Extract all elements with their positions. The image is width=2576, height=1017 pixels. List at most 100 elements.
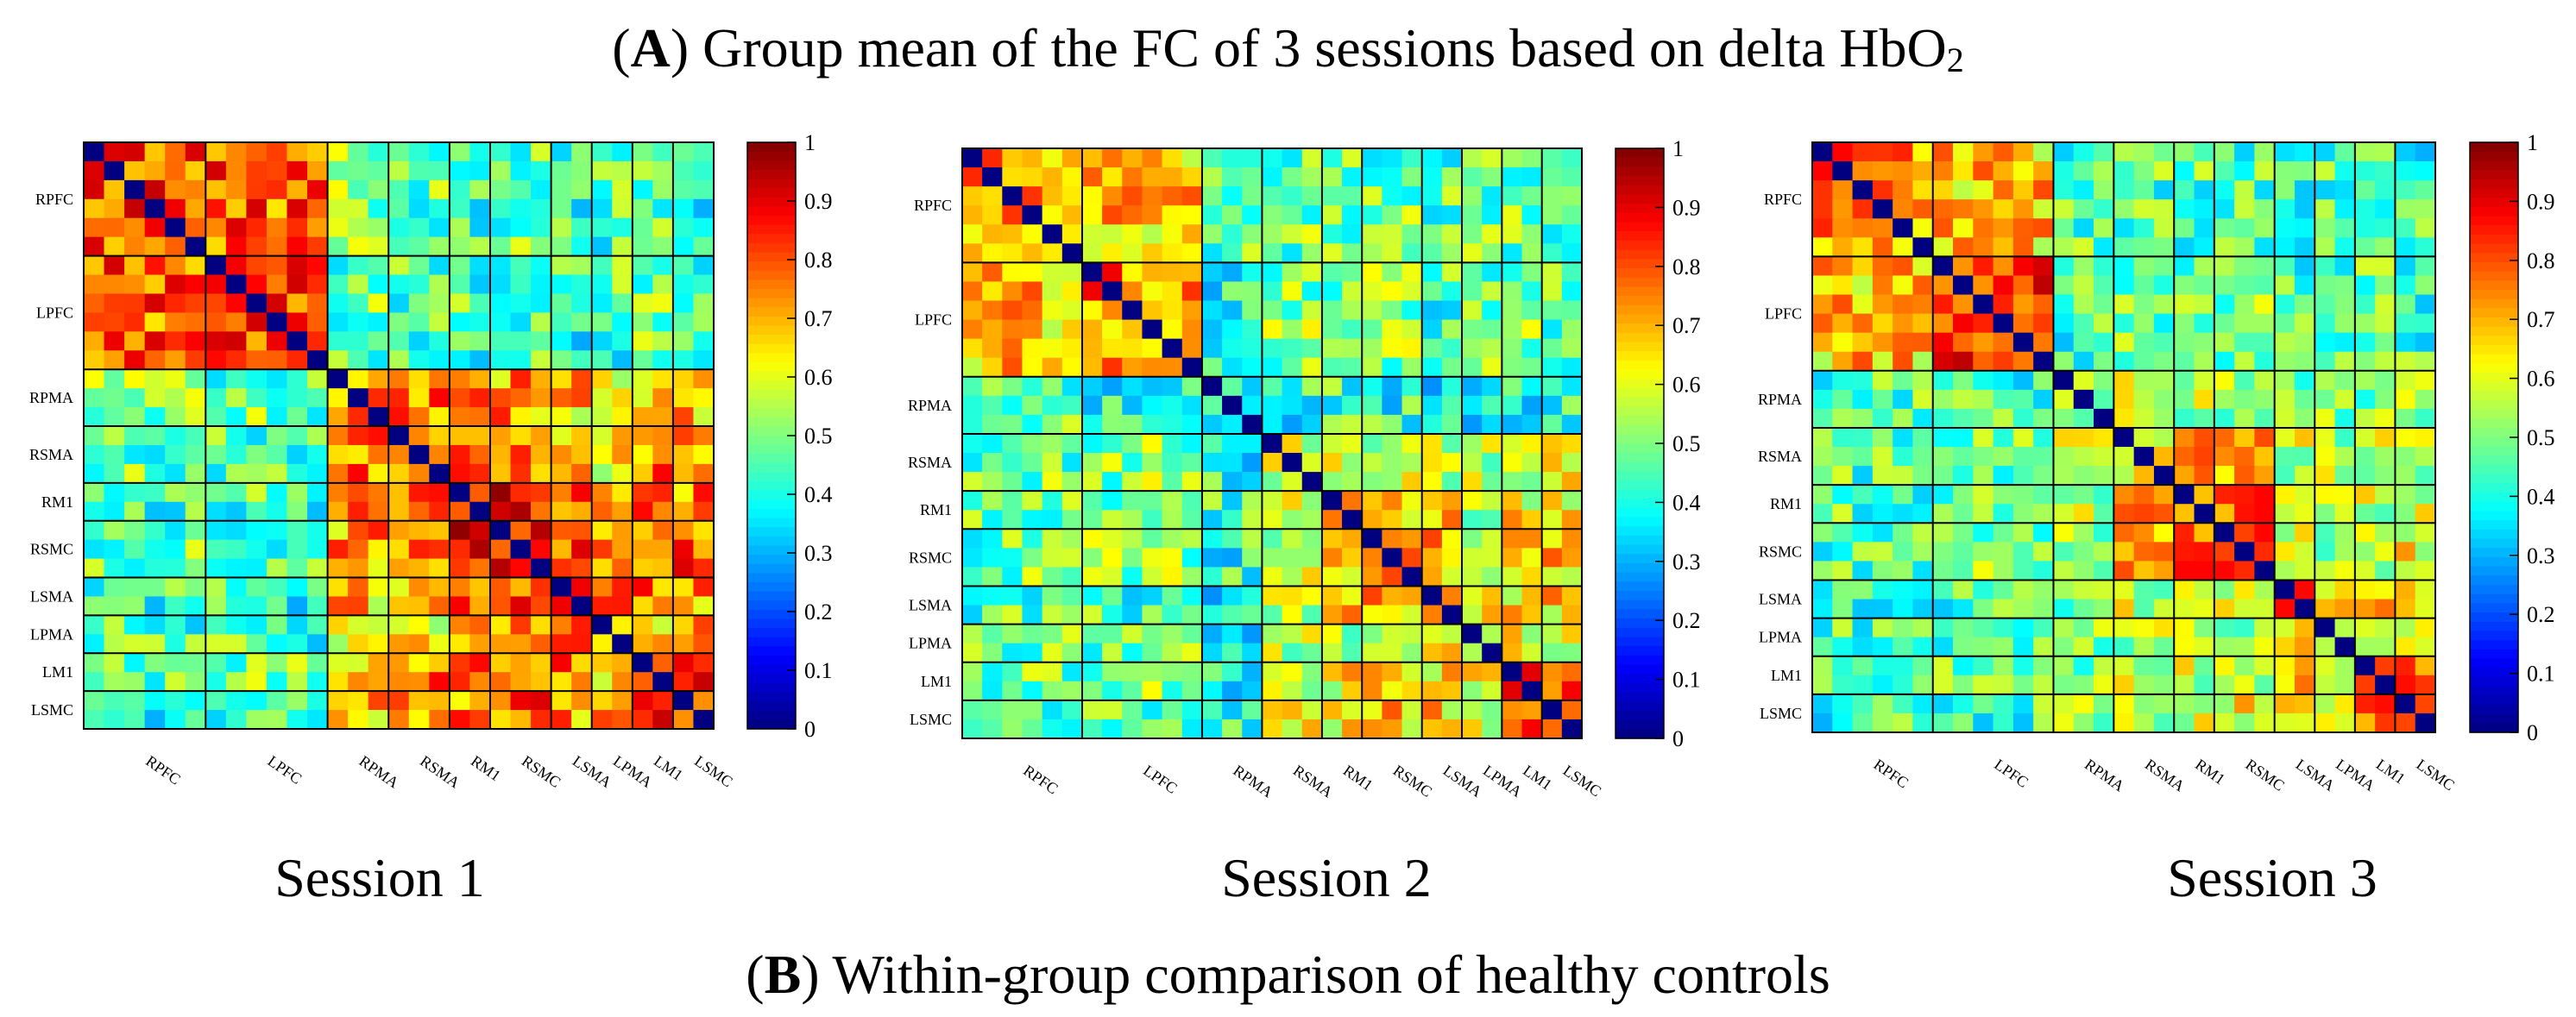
heatmap-cell	[2094, 618, 2114, 638]
heatmap-cell	[1122, 453, 1143, 473]
colorbar-segment	[2470, 280, 2518, 291]
heatmap-cell	[1812, 466, 1833, 486]
heatmap-cell	[327, 558, 349, 579]
heatmap-cell	[1832, 313, 1854, 334]
heatmap-cell	[672, 236, 695, 257]
heatmap-cell	[388, 672, 410, 692]
heatmap-cell	[2395, 713, 2416, 733]
heatmap-cell	[1242, 357, 1263, 378]
heatmap-cell	[632, 236, 653, 257]
heatmap-cell	[2415, 370, 2436, 391]
heatmap-cell	[672, 482, 695, 503]
heatmap-cell	[449, 501, 471, 522]
heatmap-cell	[1482, 148, 1502, 168]
colorbar-segment	[1616, 471, 1664, 481]
heatmap-cell	[612, 388, 633, 408]
heatmap-cell	[1482, 567, 1502, 587]
heatmap-cell	[591, 482, 613, 503]
heatmap-cell	[2094, 199, 2114, 219]
heatmap-cell	[1301, 224, 1323, 244]
heatmap-cell	[1201, 395, 1223, 416]
heatmap-cell	[1362, 643, 1382, 663]
heatmap-cell	[185, 293, 206, 314]
heatmap-cell	[571, 539, 593, 560]
heatmap-cell	[1521, 433, 1543, 454]
heatmap-cell	[307, 634, 329, 654]
heatmap-cell	[1832, 618, 1854, 638]
heatmap-cell	[2012, 199, 2034, 219]
heatmap-cell	[2033, 675, 2055, 695]
heatmap-cell	[1441, 338, 1463, 359]
col-label-lpfc: LPFC	[1991, 756, 2031, 791]
col-label-rsmc: RSMC	[519, 752, 564, 791]
heatmap-cell	[185, 463, 206, 484]
heatmap-cell	[1102, 414, 1123, 435]
heatmap-cell	[1993, 637, 2014, 657]
heatmap-cell	[1893, 408, 1914, 429]
heatmap-cell	[1912, 275, 1934, 296]
heatmap-cell	[2012, 180, 2034, 200]
heatmap-cell	[1973, 218, 1994, 238]
heatmap-cell	[1362, 186, 1382, 206]
heatmap-cell	[672, 407, 695, 427]
heatmap-cell	[1222, 662, 1243, 682]
heatmap-cell	[408, 426, 430, 446]
heatmap-cell	[1382, 281, 1403, 302]
heatmap-cell	[388, 388, 410, 408]
heatmap-cell	[1932, 199, 1954, 219]
heatmap-cell	[327, 501, 349, 522]
heatmap-cell	[1872, 599, 1893, 619]
heatmap-cell	[612, 331, 633, 351]
heatmap-cell	[307, 331, 329, 351]
heatmap-cell	[1953, 351, 1974, 372]
heatmap-cell	[672, 331, 695, 351]
heatmap-cell	[1162, 300, 1183, 321]
heatmap-cell	[1973, 637, 1994, 657]
heatmap-cell	[551, 634, 572, 654]
heatmap-cell	[489, 312, 512, 332]
heatmap-cell	[1852, 180, 1874, 200]
heatmap-cell	[1262, 414, 1283, 435]
heatmap-cell	[1022, 376, 1043, 397]
col-label-rpfc: RPFC	[1871, 756, 1912, 792]
heatmap-cell	[124, 255, 146, 276]
colorbar-segment	[1616, 267, 1664, 279]
heatmap-cell	[1893, 389, 1914, 410]
heatmap-cell	[104, 444, 125, 465]
heatmap-cell	[2214, 637, 2235, 657]
heatmap-cell	[124, 350, 146, 370]
heatmap-cell	[1953, 313, 1974, 334]
heatmap-cell	[2094, 580, 2114, 600]
heatmap-cell	[2073, 694, 2094, 714]
heatmap-cell	[2254, 408, 2276, 429]
heatmap-cell	[2415, 466, 2436, 486]
heatmap-cell	[2094, 351, 2114, 372]
heatmap-cell	[1142, 681, 1163, 701]
heatmap-cell	[591, 179, 613, 200]
heatmap-cell	[2033, 427, 2055, 448]
heatmap-cell	[2254, 161, 2276, 181]
heatmap-cell	[1812, 142, 1833, 162]
heatmap-cell	[287, 426, 308, 446]
heatmap-cell	[2094, 180, 2114, 200]
heatmap-cell	[449, 710, 471, 730]
heatmap-cell	[2094, 485, 2114, 505]
heatmap-cell	[1242, 281, 1263, 302]
colorbar-tick-label: 0.9	[804, 189, 833, 214]
heatmap-cell	[1162, 205, 1183, 225]
colorbar-segment	[1616, 342, 1664, 352]
colorbar-segment	[2470, 363, 2518, 374]
heatmap-cell	[2415, 485, 2436, 505]
heatmap-cell	[1912, 332, 1934, 353]
heatmap-cell	[266, 293, 288, 314]
heatmap-cell	[2315, 218, 2336, 238]
heatmap-cell	[531, 710, 552, 730]
heatmap-cell	[2214, 389, 2235, 410]
heatmap-cell	[1142, 472, 1163, 492]
heatmap-cell	[1812, 218, 1833, 238]
heatmap-cell	[388, 312, 410, 332]
heatmap-cell	[1502, 510, 1523, 530]
heatmap-cell	[1342, 224, 1363, 244]
heatmap-cell	[1872, 713, 1893, 733]
heatmap-cell	[1912, 523, 1934, 543]
